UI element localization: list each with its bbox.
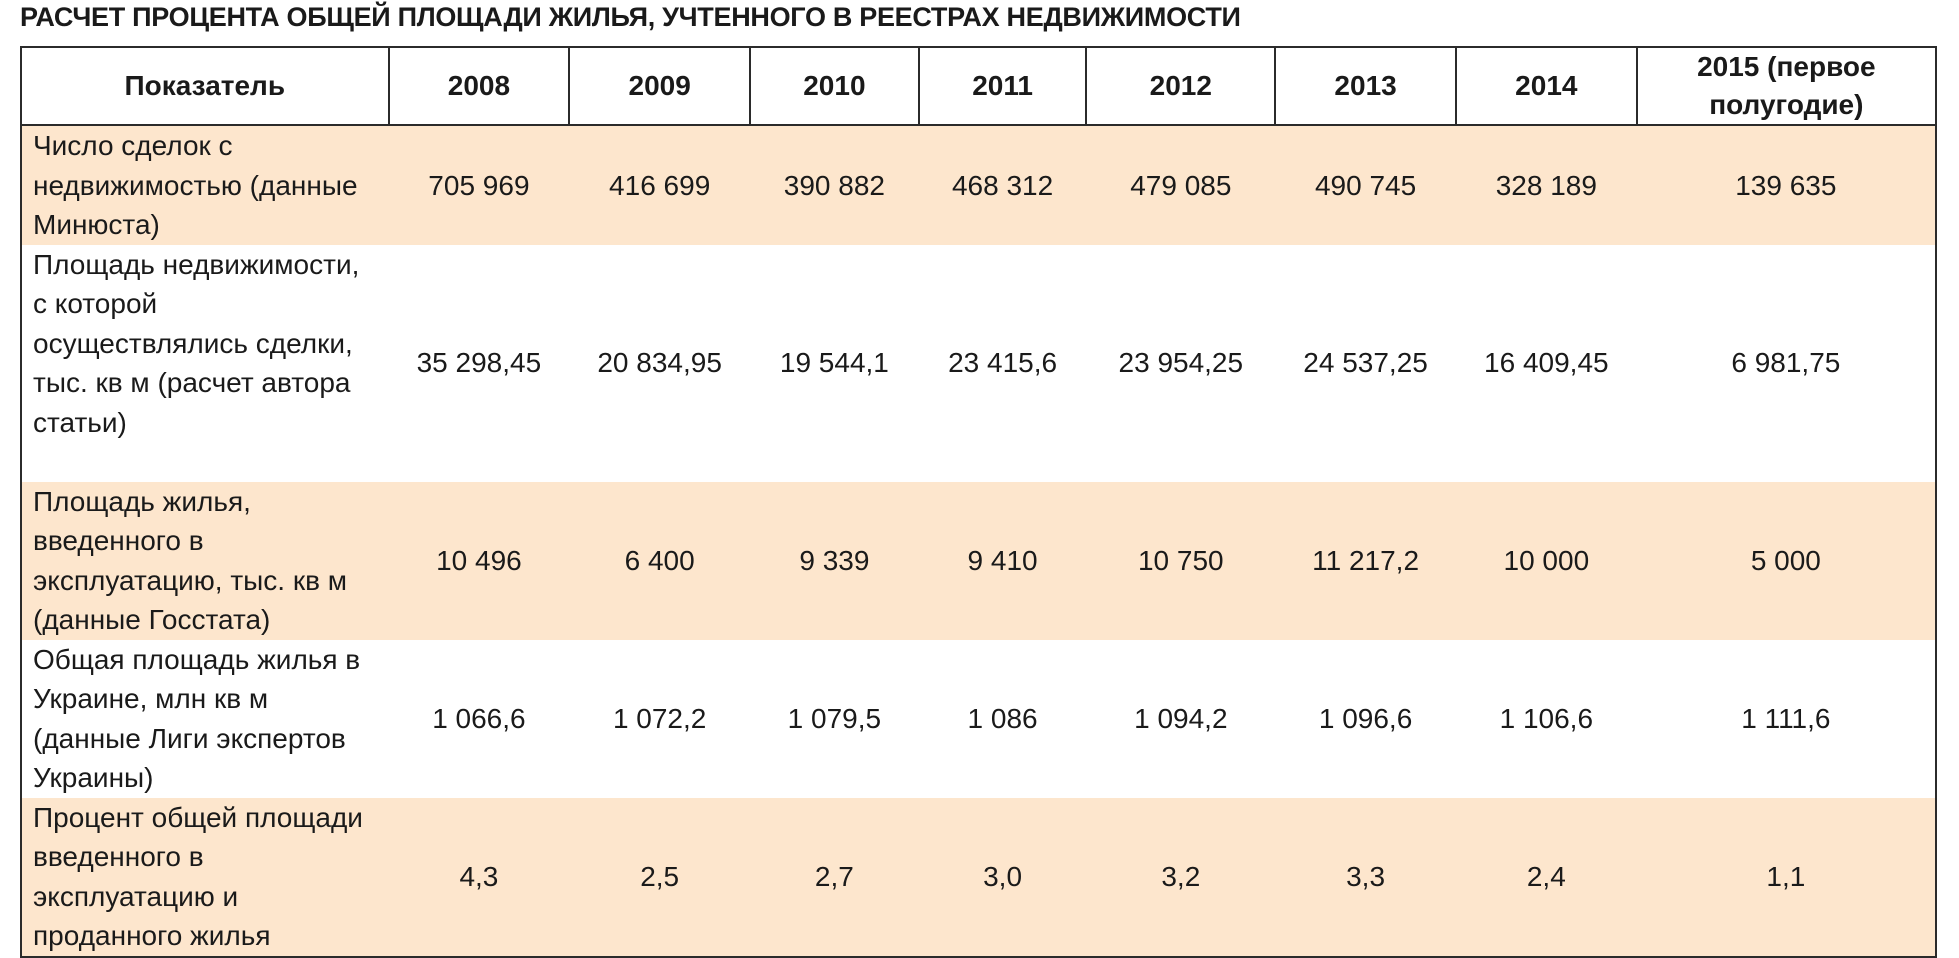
table-cell: 6 981,75 [1636, 244, 1936, 482]
table-cell: 490 745 [1275, 125, 1456, 245]
table-cell: 328 189 [1455, 125, 1637, 245]
table-cell: 390 882 [750, 125, 919, 245]
table-row: Площадь жилья, введенного в эксплуатацию… [21, 481, 1936, 640]
table-cell: 1,1 [1636, 797, 1936, 957]
column-header: 2014 [1454, 47, 1637, 126]
row-label: Процент общей площади введенного в экспл… [21, 797, 389, 957]
column-header: 2015 (первое полугодие) [1635, 47, 1936, 126]
table-cell: 139 635 [1636, 125, 1936, 245]
table-cell: 24 537,25 [1275, 244, 1456, 482]
table-cell: 3,0 [918, 797, 1087, 957]
table-cell: 16 409,45 [1455, 244, 1637, 482]
table-cell: 23 954,25 [1086, 244, 1276, 482]
data-table: Показатель 2008 2009 2010 2011 2012 2013… [20, 46, 1937, 958]
column-header: 2009 [568, 47, 751, 126]
row-label: Площадь жилья, введенного в эксплуатацию… [21, 481, 389, 640]
table-cell: 2,5 [569, 797, 751, 957]
table-cell: 20 834,95 [569, 244, 751, 482]
table-cell: 705 969 [388, 125, 570, 245]
table-cell: 2,7 [750, 797, 919, 957]
table-cell: 11 217,2 [1275, 481, 1456, 640]
table-cell: 3,2 [1086, 797, 1276, 957]
column-header: Показатель [21, 47, 389, 126]
table-cell: 1 096,6 [1275, 639, 1456, 798]
column-header: 2008 [387, 47, 570, 126]
column-header: 2012 [1085, 47, 1276, 126]
column-header: 2011 [917, 47, 1087, 126]
table-cell: 3,3 [1275, 797, 1456, 957]
table-cell: 468 312 [918, 125, 1087, 245]
row-label: Общая площадь жилья в Украине, млн кв м … [21, 639, 389, 798]
table-title: РАСЧЕТ ПРОЦЕНТА ОБЩЕЙ ПЛОЩАДИ ЖИЛЬЯ, УЧТ… [20, 2, 1241, 32]
table-cell: 4,3 [388, 797, 570, 957]
table-cell: 1 106,6 [1455, 639, 1637, 798]
row-label: Площадь недвижимости, с которой осуществ… [21, 244, 389, 482]
table-cell: 5 000 [1636, 481, 1936, 640]
table-row: Общая площадь жилья в Украине, млн кв м … [21, 639, 1936, 798]
table-cell: 19 544,1 [750, 244, 919, 482]
column-header: 2013 [1274, 47, 1456, 126]
table-cell: 9 410 [918, 481, 1087, 640]
table-cell: 1 079,5 [750, 639, 919, 798]
table-cell: 479 085 [1086, 125, 1276, 245]
table-cell: 1 086 [918, 639, 1087, 798]
table-cell: 35 298,45 [388, 244, 570, 482]
header-row: Показатель 2008 2009 2010 2011 2012 2013… [21, 47, 1936, 126]
table-row: Процент общей площади введенного в экспл… [21, 797, 1936, 957]
table-cell: 1 094,2 [1086, 639, 1276, 798]
table-cell: 2,4 [1455, 797, 1637, 957]
table-cell: 1 066,6 [388, 639, 570, 798]
table-row: Число сделок с недвижимостью (данные Мин… [21, 125, 1936, 245]
table-cell: 9 339 [750, 481, 919, 640]
table-cell: 1 111,6 [1636, 639, 1936, 798]
table-cell: 416 699 [569, 125, 751, 245]
table-cell: 6 400 [569, 481, 751, 640]
column-header: 2010 [749, 47, 919, 126]
table-cell: 1 072,2 [569, 639, 751, 798]
table-cell: 10 496 [388, 481, 570, 640]
table-row: Площадь недвижимости, с которой осуществ… [21, 244, 1936, 482]
table-cell: 10 750 [1086, 481, 1276, 640]
table-cell: 23 415,6 [918, 244, 1087, 482]
table-cell: 10 000 [1455, 481, 1637, 640]
row-label: Число сделок с недвижимостью (данные Мин… [21, 125, 389, 245]
